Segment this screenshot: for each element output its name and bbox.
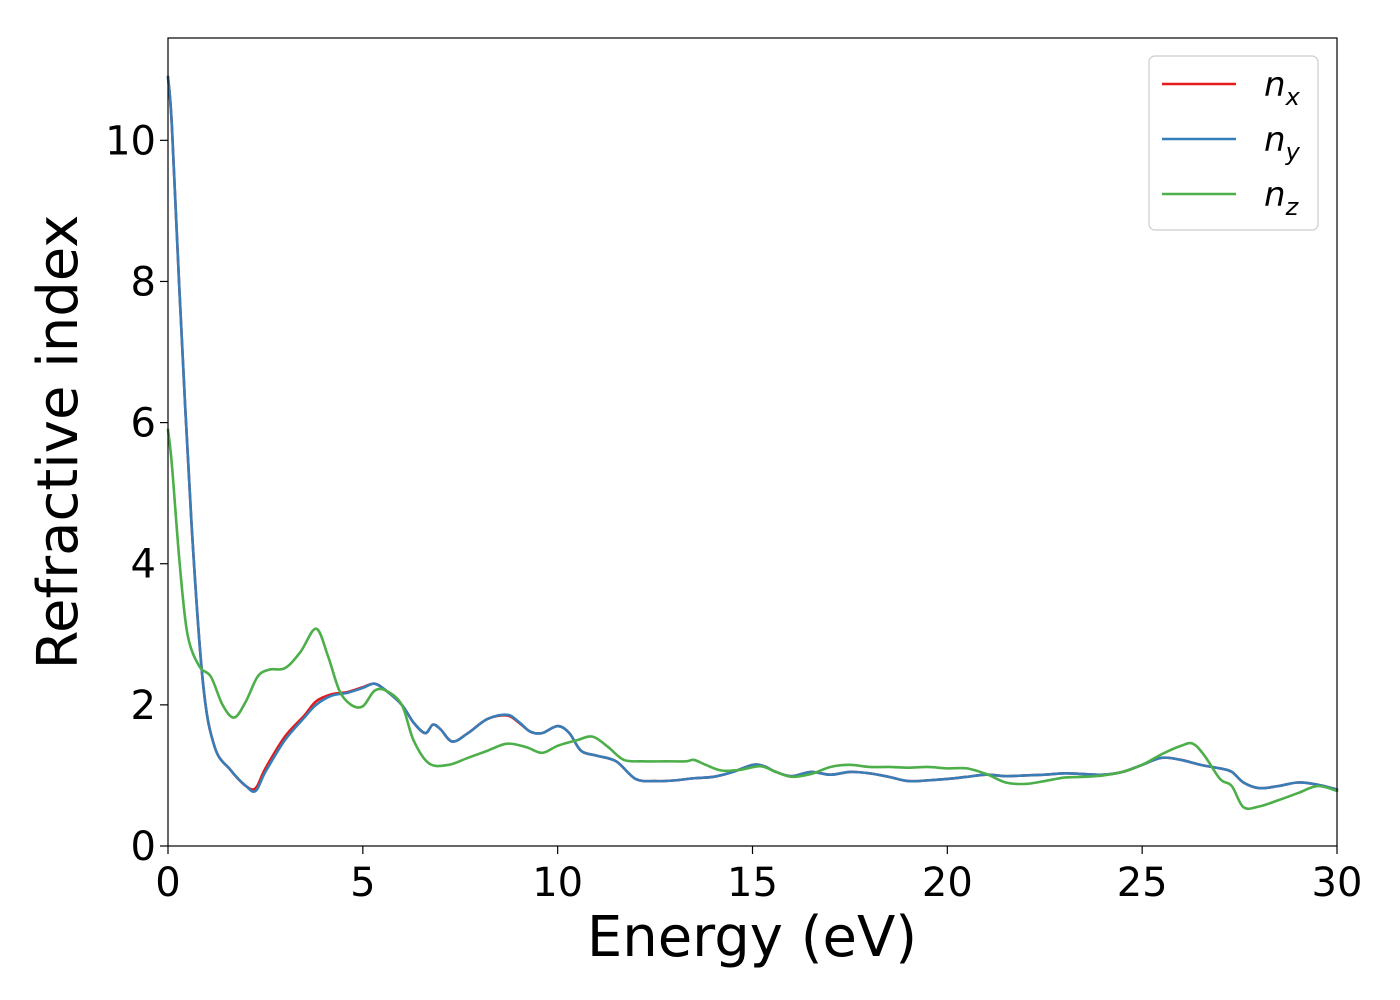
legend-entry-subscript: z bbox=[1285, 193, 1300, 221]
legend-entry-base: n bbox=[1264, 175, 1286, 215]
x-tick-label: 10 bbox=[532, 860, 583, 906]
y-axis-ticks: 0 2 4 6 8 10 bbox=[105, 118, 168, 870]
x-axis-ticks: 0 5 10 15 20 25 30 bbox=[155, 846, 1362, 906]
y-axis-label: Refractive index bbox=[26, 215, 91, 670]
plot-area bbox=[168, 38, 1337, 846]
x-tick-label: 30 bbox=[1312, 860, 1363, 906]
legend-entry-z: nz bbox=[1264, 175, 1300, 221]
legend-entry-x: nx bbox=[1264, 65, 1301, 111]
x-tick-label: 20 bbox=[922, 860, 973, 906]
y-tick-label: 10 bbox=[105, 118, 156, 164]
y-tick-label: 0 bbox=[131, 824, 156, 870]
legend-entry-subscript: x bbox=[1285, 83, 1301, 111]
series-layer bbox=[166, 75, 1339, 811]
y-tick-label: 4 bbox=[131, 542, 156, 588]
legend-entry-subscript: y bbox=[1285, 138, 1301, 166]
x-tick-label: 25 bbox=[1117, 860, 1168, 906]
y-tick-label: 2 bbox=[131, 683, 156, 729]
legend-entry-base: n bbox=[1264, 65, 1286, 105]
x-tick-label: 5 bbox=[350, 860, 375, 906]
legend-entry-y: ny bbox=[1264, 120, 1301, 166]
series-line-z bbox=[166, 428, 1339, 811]
legend-box bbox=[1148, 55, 1319, 231]
x-tick-label: 15 bbox=[727, 860, 778, 906]
legend-entry-base: n bbox=[1264, 120, 1286, 160]
y-tick-label: 8 bbox=[131, 259, 156, 305]
y-tick-label: 6 bbox=[131, 401, 156, 447]
x-tick-label: 0 bbox=[155, 860, 180, 906]
x-axis-label: Energy (eV) bbox=[587, 905, 917, 970]
